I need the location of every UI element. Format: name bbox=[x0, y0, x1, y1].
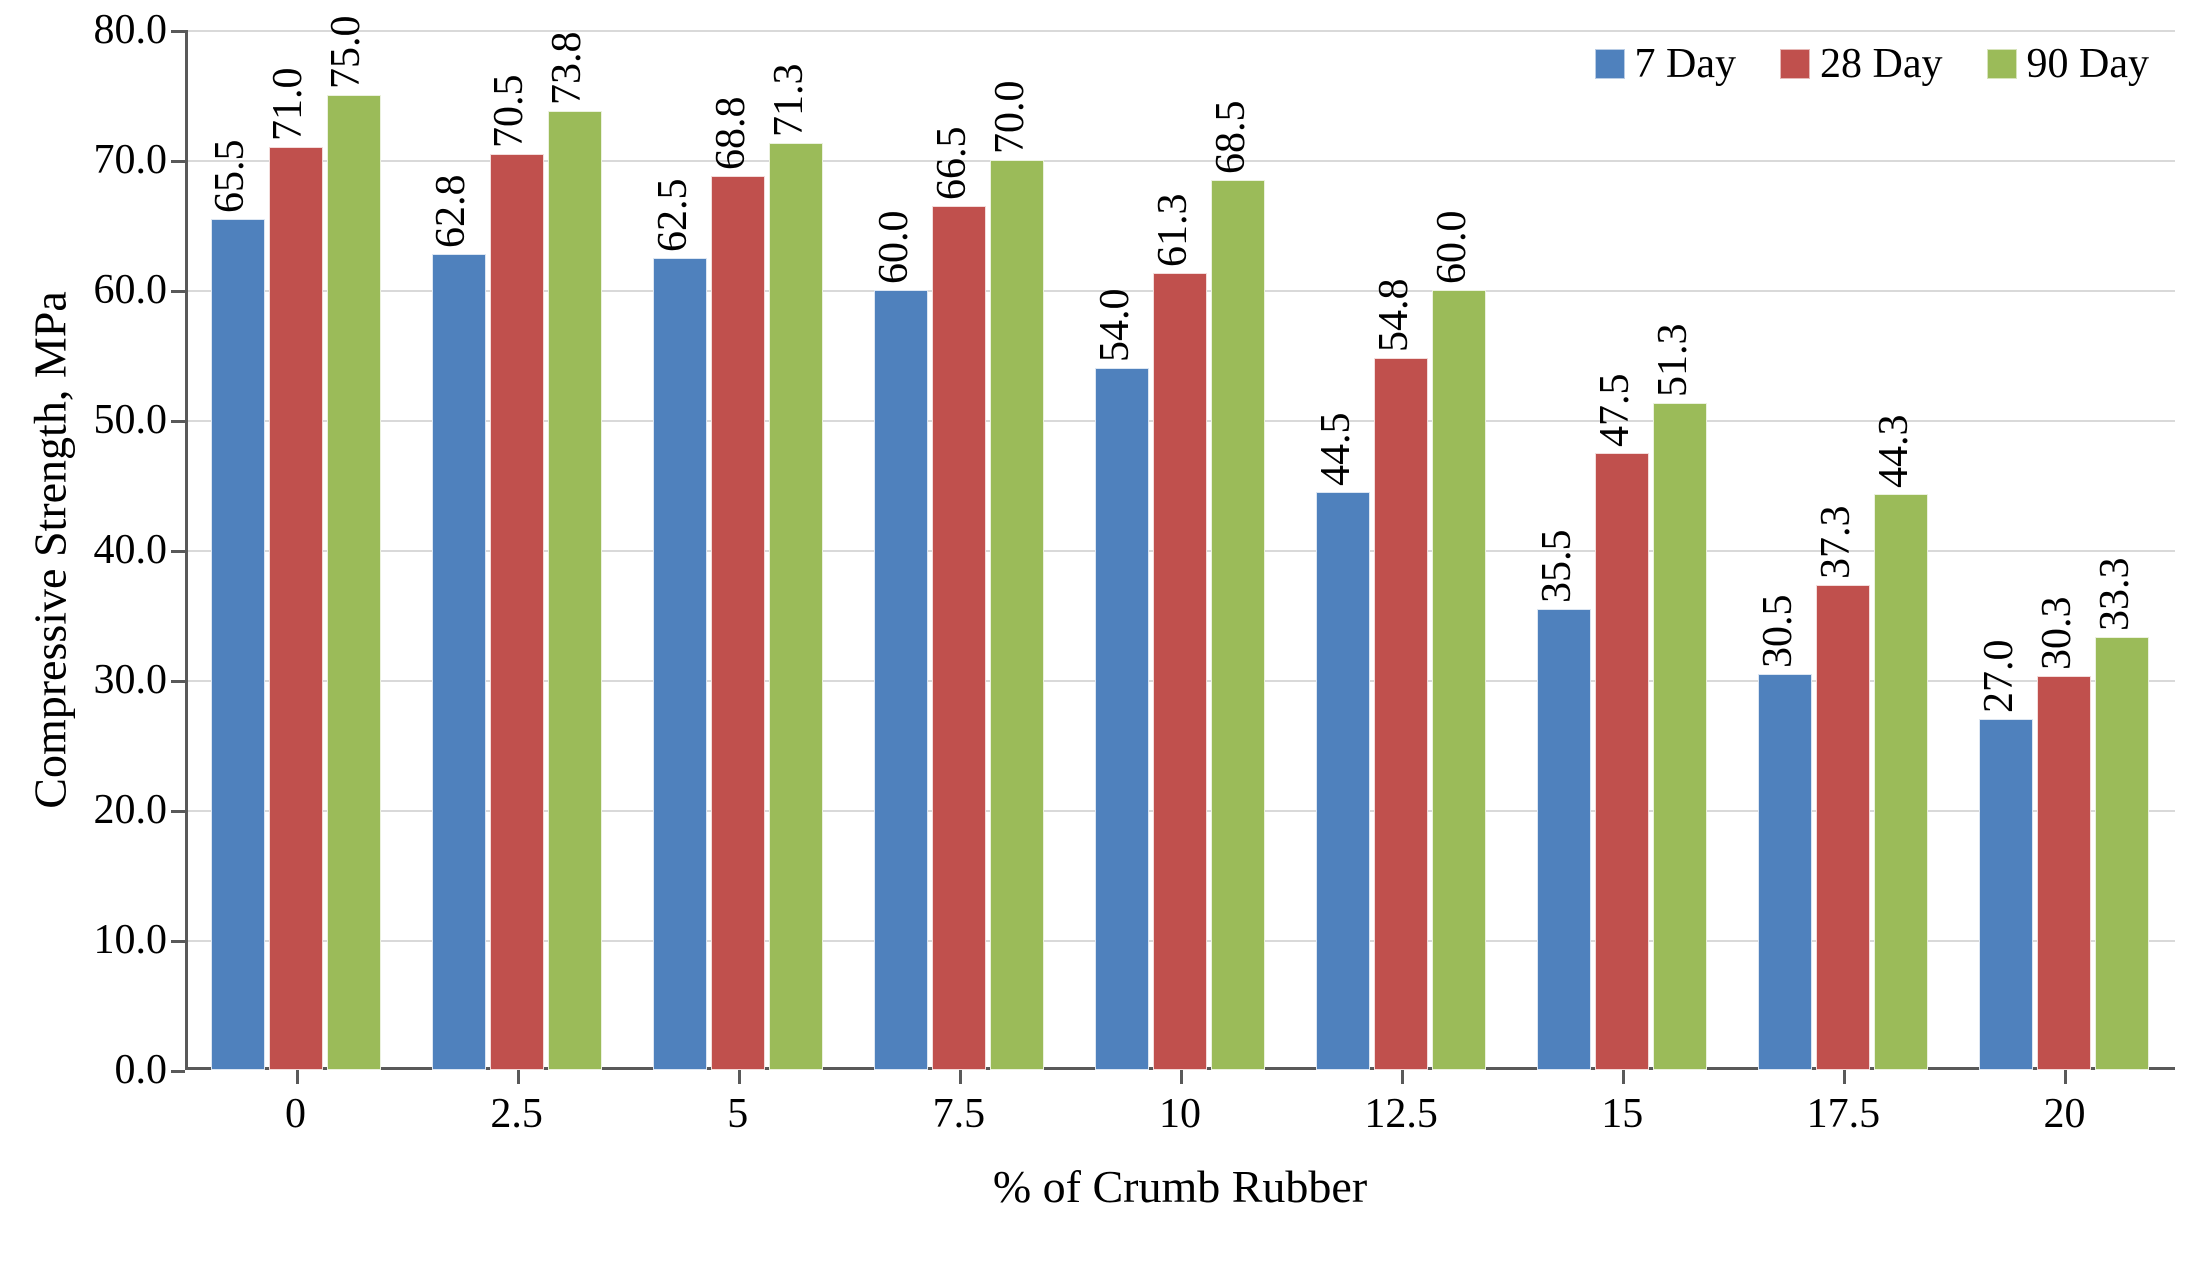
bar-value-label: 44.5 bbox=[1312, 412, 1360, 486]
x-tick-label: 20 bbox=[2043, 1070, 2085, 1138]
bar-value-label: 65.5 bbox=[206, 139, 254, 213]
y-axis-title: Compressive Strength, MPa bbox=[24, 291, 77, 808]
y-tick-label: 10.0 bbox=[94, 916, 186, 964]
bar bbox=[2095, 637, 2149, 1070]
x-tick-label: 7.5 bbox=[933, 1070, 986, 1138]
grid-line bbox=[185, 30, 2175, 32]
bar-value-label: 70.5 bbox=[485, 74, 533, 148]
x-axis-title: % of Crumb Rubber bbox=[993, 1160, 1367, 1213]
bar bbox=[990, 160, 1044, 1070]
bar-value-label: 71.0 bbox=[264, 68, 312, 142]
legend-label: 28 Day bbox=[1820, 40, 1942, 88]
bar-value-label: 62.5 bbox=[649, 178, 697, 252]
legend-swatch bbox=[1987, 49, 2017, 79]
bar-value-label: 54.8 bbox=[1370, 278, 1418, 352]
legend-item: 90 Day bbox=[1987, 40, 2149, 88]
bar-value-label: 44.3 bbox=[1870, 415, 1918, 489]
bar bbox=[874, 290, 928, 1070]
bar bbox=[1537, 609, 1591, 1071]
bar bbox=[1874, 494, 1928, 1070]
bar-value-label: 61.3 bbox=[1149, 194, 1197, 268]
y-tick-label: 60.0 bbox=[94, 266, 186, 314]
y-tick-label: 40.0 bbox=[94, 526, 186, 574]
bar bbox=[2037, 676, 2091, 1070]
bar bbox=[1758, 674, 1812, 1071]
x-tick-label: 5 bbox=[727, 1070, 748, 1138]
bar-value-label: 27.0 bbox=[1975, 640, 2023, 714]
y-tick-label: 70.0 bbox=[94, 136, 186, 184]
bar bbox=[1374, 358, 1428, 1070]
bar bbox=[1979, 719, 2033, 1070]
bar-value-label: 37.3 bbox=[1812, 506, 1860, 580]
bar bbox=[1211, 180, 1265, 1071]
bar bbox=[1432, 290, 1486, 1070]
bar bbox=[269, 147, 323, 1070]
bar-value-label: 73.8 bbox=[543, 31, 591, 105]
grid-line bbox=[185, 160, 2175, 162]
bar-value-label: 54.0 bbox=[1091, 289, 1139, 363]
bar bbox=[932, 206, 986, 1071]
x-tick-label: 0 bbox=[285, 1070, 306, 1138]
y-tick-label: 20.0 bbox=[94, 786, 186, 834]
bar-value-label: 71.3 bbox=[765, 64, 813, 138]
bar bbox=[327, 95, 381, 1070]
bar-value-label: 51.3 bbox=[1649, 324, 1697, 398]
bar-value-label: 33.3 bbox=[2091, 558, 2139, 632]
bar bbox=[490, 154, 544, 1071]
bar-value-label: 66.5 bbox=[928, 126, 976, 200]
bar bbox=[211, 219, 265, 1071]
x-tick-label: 17.5 bbox=[1807, 1070, 1881, 1138]
bar-value-label: 68.8 bbox=[707, 96, 755, 170]
legend-swatch bbox=[1780, 49, 1810, 79]
legend-item: 7 Day bbox=[1595, 40, 1736, 88]
x-tick-label: 10 bbox=[1159, 1070, 1201, 1138]
x-tick-label: 12.5 bbox=[1364, 1070, 1438, 1138]
y-axis-line bbox=[185, 30, 188, 1070]
bar-value-label: 68.5 bbox=[1207, 100, 1255, 174]
bar-value-label: 30.3 bbox=[2033, 597, 2081, 671]
bar bbox=[653, 258, 707, 1071]
y-tick-label: 0.0 bbox=[115, 1046, 186, 1094]
bar bbox=[1816, 585, 1870, 1070]
bar bbox=[548, 111, 602, 1070]
legend-label: 7 Day bbox=[1635, 40, 1736, 88]
bar bbox=[1316, 492, 1370, 1071]
legend-item: 28 Day bbox=[1780, 40, 1942, 88]
bar bbox=[1595, 453, 1649, 1071]
compressive-strength-chart: 0.0 10.0 20.0 30.0 40.0 50.0 60.0 70.0 80.0 0 65.5… bbox=[0, 0, 2209, 1264]
legend-swatch bbox=[1595, 49, 1625, 79]
bar-value-label: 47.5 bbox=[1591, 373, 1639, 447]
bar-value-label: 70.0 bbox=[986, 81, 1034, 155]
bar-value-label: 60.0 bbox=[1428, 211, 1476, 285]
legend-label: 90 Day bbox=[2027, 40, 2149, 88]
legend: 7 Day 28 Day 90 Day bbox=[1595, 40, 2149, 88]
x-tick-label: 2.5 bbox=[490, 1070, 543, 1138]
bar-value-label: 75.0 bbox=[322, 16, 370, 90]
bar-value-label: 60.0 bbox=[870, 211, 918, 285]
bar bbox=[1153, 273, 1207, 1070]
bar bbox=[711, 176, 765, 1070]
bar bbox=[769, 143, 823, 1070]
plot-area: 0.010.020.030.040.050.060.070.080.0065.5… bbox=[185, 30, 2175, 1070]
bar-value-label: 35.5 bbox=[1533, 529, 1581, 603]
y-tick-label: 80.0 bbox=[94, 6, 186, 54]
bar bbox=[1095, 368, 1149, 1070]
y-tick-label: 50.0 bbox=[94, 396, 186, 444]
x-tick-label: 15 bbox=[1601, 1070, 1643, 1138]
bar bbox=[1653, 403, 1707, 1070]
y-tick-label: 30.0 bbox=[94, 656, 186, 704]
bar bbox=[432, 254, 486, 1070]
bar-value-label: 30.5 bbox=[1754, 594, 1802, 668]
bar-value-label: 62.8 bbox=[427, 174, 475, 248]
